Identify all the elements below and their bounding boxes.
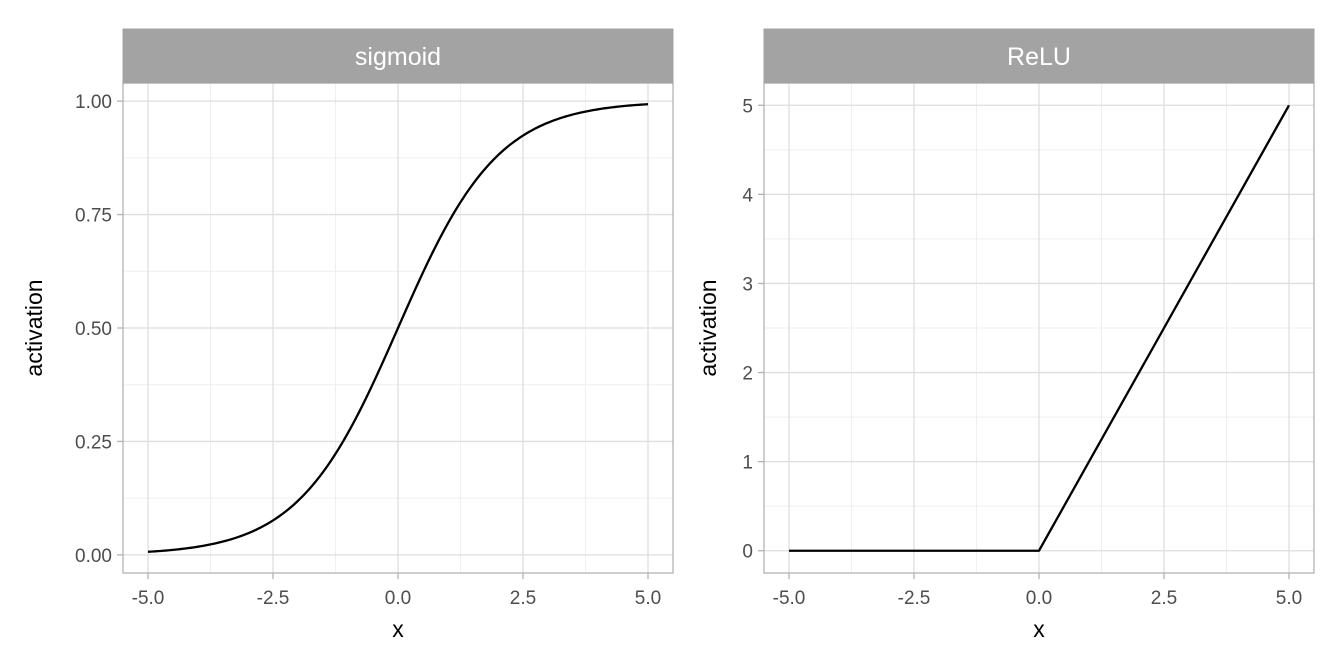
y-tick-label: 0.25 (75, 432, 112, 453)
panel-relu: ReLU -5.0 -2.5 0.0 2.5 5.0 0 1 2 3 4 5 x activation (695, 28, 1315, 642)
y-axis-title: activation (695, 279, 721, 376)
x-tick-label: 0.0 (385, 588, 411, 609)
facet-strip (122, 28, 674, 84)
y-tick-label: 5 (742, 96, 753, 117)
x-tick-label: -5.0 (773, 588, 806, 609)
y-tick-label: 0 (742, 542, 753, 563)
y-tick-label: 3 (742, 274, 753, 295)
x-tick-label: 2.5 (1151, 588, 1177, 609)
y-tick-label: 0.00 (75, 546, 112, 567)
data-line (789, 104, 1291, 552)
panel-sigmoid: sigmoid -5.0 -2.5 0.0 2.5 5.0 0.00 0.25 0.50 0.75… (21, 28, 674, 642)
y-tick-label: 2 (742, 364, 753, 385)
x-tick-label: 0.0 (1026, 588, 1052, 609)
y-tick-label: 0.75 (75, 206, 112, 227)
x-tick-label: -5.0 (132, 588, 165, 609)
y-tick-label: 1 (742, 453, 753, 474)
data-line (147, 103, 649, 553)
x-axis-title: x (1033, 616, 1045, 642)
facet-strip (763, 28, 1315, 84)
x-tick-label: 5.0 (635, 588, 661, 609)
axis-ticks: -5.0 -2.5 0.0 2.5 5.0 0 1 2 3 4 5 (742, 96, 1302, 609)
x-tick-label: 5.0 (1276, 588, 1302, 609)
x-axis-title: x (392, 616, 404, 642)
x-tick-label: -2.5 (257, 588, 290, 609)
y-axis-title: activation (21, 279, 47, 376)
x-tick-label: 2.5 (510, 588, 536, 609)
y-tick-label: 1.00 (75, 92, 112, 113)
y-tick-label: 4 (742, 185, 753, 206)
y-tick-label: 0.50 (75, 319, 112, 340)
major-gridlines (764, 83, 1314, 573)
facet-title: ReLU (1007, 43, 1071, 71)
x-tick-label: -2.5 (898, 588, 931, 609)
facet-title: sigmoid (355, 43, 441, 71)
axis-ticks: -5.0 -2.5 0.0 2.5 5.0 0.00 0.25 0.50 0.75 1.00 (75, 92, 661, 609)
